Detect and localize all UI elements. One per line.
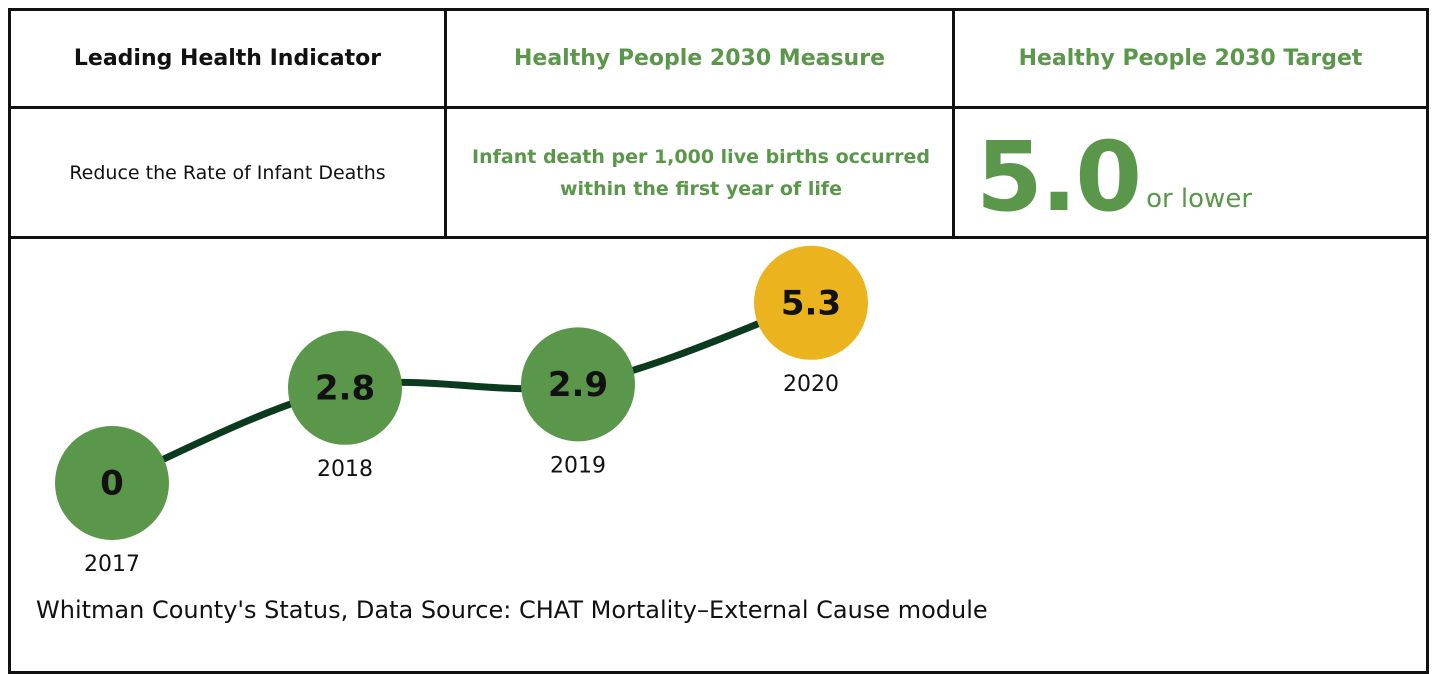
row-divider [11, 106, 1426, 109]
data-point [754, 245, 868, 360]
target-note: or lower [1146, 184, 1253, 214]
header-cell: Healthy People 2030 Target [1018, 46, 1363, 71]
data-label: 5.3 [781, 283, 841, 323]
table-frame: Leading Health Indicator Healthy People … [8, 8, 1429, 674]
data-point [288, 330, 402, 445]
year-label: 2020 [783, 372, 839, 397]
year-label: 2019 [550, 453, 606, 478]
year-label: 2018 [317, 457, 373, 482]
trend-line [110, 299, 813, 487]
row-divider [11, 236, 1426, 239]
data-point [521, 327, 635, 442]
data-label: 0 [100, 464, 124, 504]
col-divider [952, 11, 955, 236]
header-cell: Healthy People 2030 Measure [513, 46, 885, 71]
measure-cell: Infant death per 1,000 live births occur… [472, 145, 930, 200]
col-divider [444, 11, 447, 236]
indicator-cell: Reduce the Rate of Infant Deaths [69, 161, 386, 184]
data-label: 2.8 [315, 368, 375, 408]
data-label: 2.9 [548, 365, 608, 405]
year-label: 2017 [84, 552, 140, 577]
target-cell: 5.0 or lower [976, 109, 1252, 236]
caption: Whitman County's Status, Data Source: CH… [36, 596, 988, 624]
page: Leading Health Indicator Healthy People … [8, 8, 1429, 674]
chart: Whitman County's Status, Data Source: CH… [36, 245, 988, 624]
header-cell: Leading Health Indicator [73, 46, 382, 71]
target-value: 5.0 [976, 121, 1142, 233]
data-point [55, 426, 169, 540]
